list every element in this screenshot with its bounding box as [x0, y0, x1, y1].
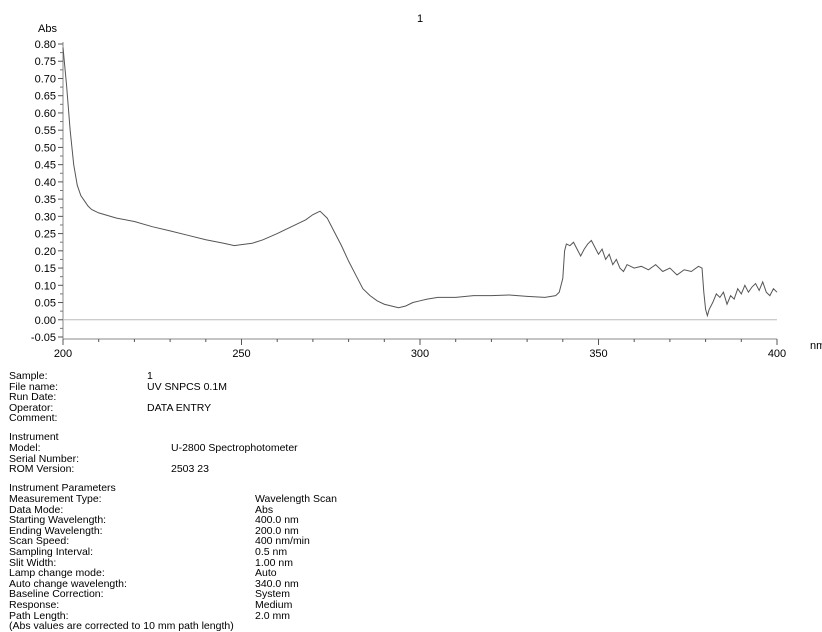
info-value: 2.0 mm [255, 609, 291, 622]
y-tick-label: 0.00 [35, 315, 56, 327]
section-heading: Instrument [9, 431, 59, 444]
info-value: System [255, 588, 291, 601]
info-value: U-2800 Spectrophotometer [171, 442, 298, 455]
spectrum-chart: 1 Abs nm 0.80 0.75 0.70 0.65 0.60 0.55 0.50 0.4… [31, 13, 822, 360]
chart-title: 1 [417, 13, 423, 25]
info-label: Starting Wavelength: [9, 514, 107, 527]
info-value: DATA ENTRY [147, 401, 212, 414]
y-tick-label: 0.40 [35, 177, 56, 189]
info-label: Sample: [9, 370, 48, 382]
info-value: 1.00 nm [255, 556, 293, 569]
info-label: Data Mode: [9, 503, 64, 516]
info-label: Comment: [9, 412, 58, 425]
info-label: Measurement Type: [9, 492, 102, 505]
y-tick-label: 0.30 [35, 211, 56, 223]
y-tick-label: 0.80 [35, 39, 56, 51]
section-heading: Instrument Parameters [9, 482, 116, 495]
info-value: 400.0 nm [255, 514, 299, 527]
info-label: Sampling Interval: [9, 545, 94, 558]
y-tick-label: 0.15 [35, 263, 56, 275]
info-footnote: (Abs values are corrected to 10 mm path … [9, 620, 234, 632]
y-tick-label: 0.55 [35, 125, 56, 137]
x-axis-label: nm [810, 340, 822, 352]
info-label: Serial Number: [9, 452, 80, 465]
info-value: Auto [255, 567, 277, 580]
plot-area [62, 47, 778, 318]
x-tick-label: 350 [589, 348, 607, 360]
y-tick-label: 0.35 [35, 194, 56, 206]
info-value: 400 nm/min [255, 535, 310, 548]
info-value: 340.0 nm [255, 577, 299, 590]
info-value: Medium [255, 598, 293, 611]
info-label: File name: [9, 380, 59, 393]
y-tick-label: 0.65 [35, 91, 56, 103]
x-tick-label: 400 [768, 348, 786, 360]
y-axis-label: Abs [38, 23, 57, 35]
info-label: Operator: [9, 401, 54, 414]
y-tick-label: 0.50 [35, 142, 56, 154]
info-value: 1 [147, 370, 153, 382]
info-label: Scan Speed: [9, 535, 70, 548]
y-tick-label: 0.45 [35, 160, 56, 172]
x-tick-label: 200 [54, 348, 72, 360]
info-label: Auto change wavelength: [9, 577, 127, 590]
info-value: 200.0 nm [255, 524, 299, 537]
info-label: Slit Width: [9, 556, 57, 569]
y-tick-label: 0.60 [35, 108, 56, 120]
axes: 0.80 0.75 0.70 0.65 0.60 0.55 0.50 0.45 0.40 0.35… [31, 39, 786, 360]
info-label: Ending Wavelength: [9, 524, 103, 537]
info-label: Response: [9, 598, 60, 611]
info-value: Wavelength Scan [255, 492, 337, 505]
info-value: Abs [255, 503, 274, 516]
x-tick-label: 250 [232, 348, 250, 360]
y-tick-label: 0.75 [35, 56, 56, 68]
y-tick-label: 0.25 [35, 229, 56, 241]
y-tick-label: 0.10 [35, 280, 56, 292]
info-value: 0.5 nm [255, 545, 288, 558]
info-label: Model: [9, 442, 41, 455]
y-tick-label: -0.05 [31, 332, 56, 344]
info-label: ROM Version: [9, 463, 75, 476]
info-label: Baseline Correction: [9, 588, 104, 601]
y-tick-label: 0.05 [35, 298, 56, 310]
info-value: 2503 23 [171, 463, 209, 476]
info-label: Run Date: [9, 391, 57, 404]
info-value: UV SNPCS 0.1M [147, 380, 227, 393]
info-label: Lamp change mode: [9, 567, 105, 580]
x-tick-label: 300 [411, 348, 429, 360]
spectrum-line [62, 47, 778, 318]
info-label: Path Length: [9, 609, 69, 622]
y-tick-label: 0.20 [35, 246, 56, 258]
y-tick-label: 0.70 [35, 73, 56, 85]
